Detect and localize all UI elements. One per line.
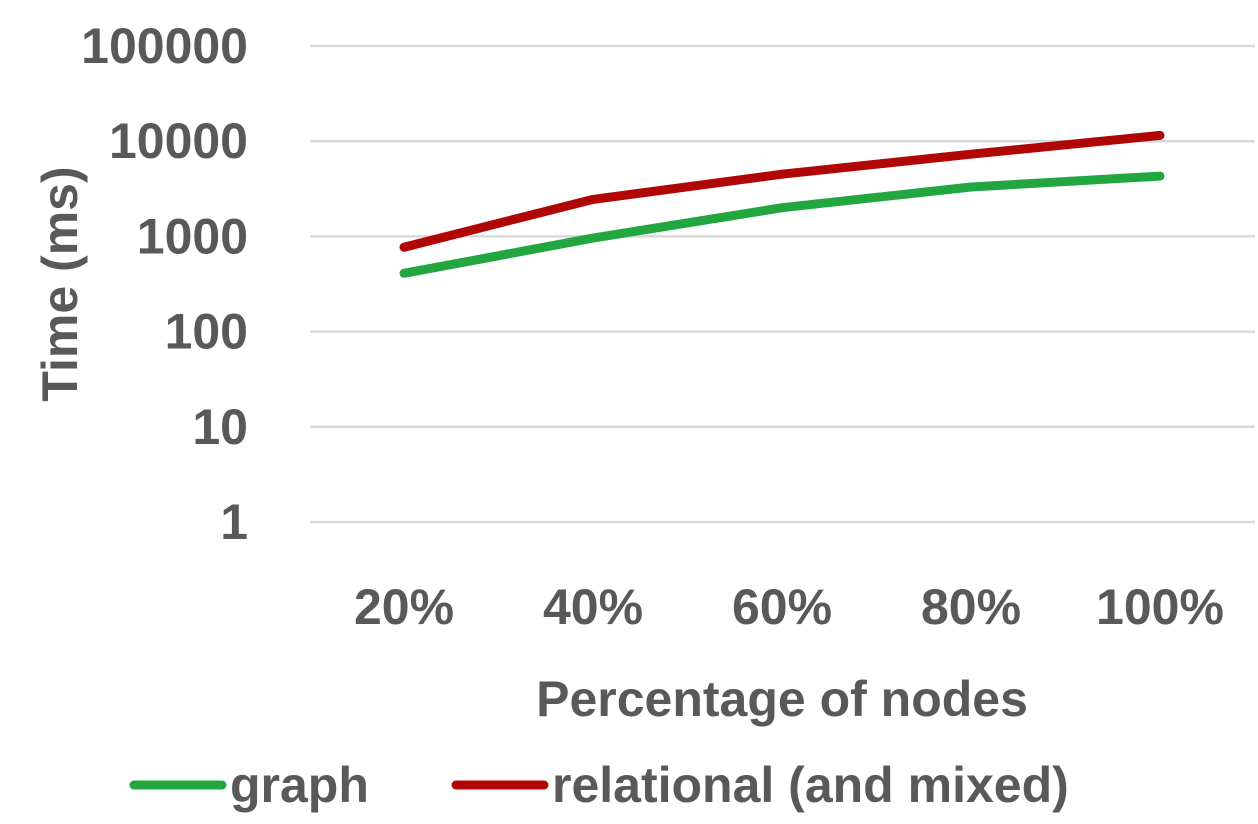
y-tick-label: 10 bbox=[192, 399, 248, 455]
y-tick-label: 100 bbox=[165, 304, 248, 360]
series-lines bbox=[399, 130, 1165, 278]
x-tick-label: 60% bbox=[732, 579, 832, 635]
series-line-graph bbox=[399, 171, 1165, 278]
y-tick-label: 1 bbox=[220, 494, 248, 550]
legend: graph relational (and mixed) bbox=[129, 757, 1069, 813]
y-tick-label: 100000 bbox=[81, 18, 248, 74]
x-tick-label: 80% bbox=[921, 579, 1021, 635]
y-axis-tick-labels: 1 10 100 1000 10000 100000 bbox=[81, 18, 248, 550]
x-tick-label: 20% bbox=[354, 579, 454, 635]
x-axis-title: Percentage of nodes bbox=[536, 671, 1028, 727]
x-tick-label: 100% bbox=[1096, 579, 1224, 635]
y-axis-title: Time (ms) bbox=[32, 166, 88, 401]
y-tick-label: 1000 bbox=[137, 208, 248, 264]
gridlines bbox=[310, 44, 1255, 524]
y-tick-label: 10000 bbox=[109, 113, 248, 169]
legend-label: relational (and mixed) bbox=[552, 757, 1069, 813]
x-axis-tick-labels: 20% 40% 60% 80% 100% bbox=[354, 579, 1224, 635]
x-tick-label: 40% bbox=[543, 579, 643, 635]
series-line-relational-and-mixed bbox=[399, 130, 1165, 252]
legend-label: graph bbox=[230, 757, 369, 813]
